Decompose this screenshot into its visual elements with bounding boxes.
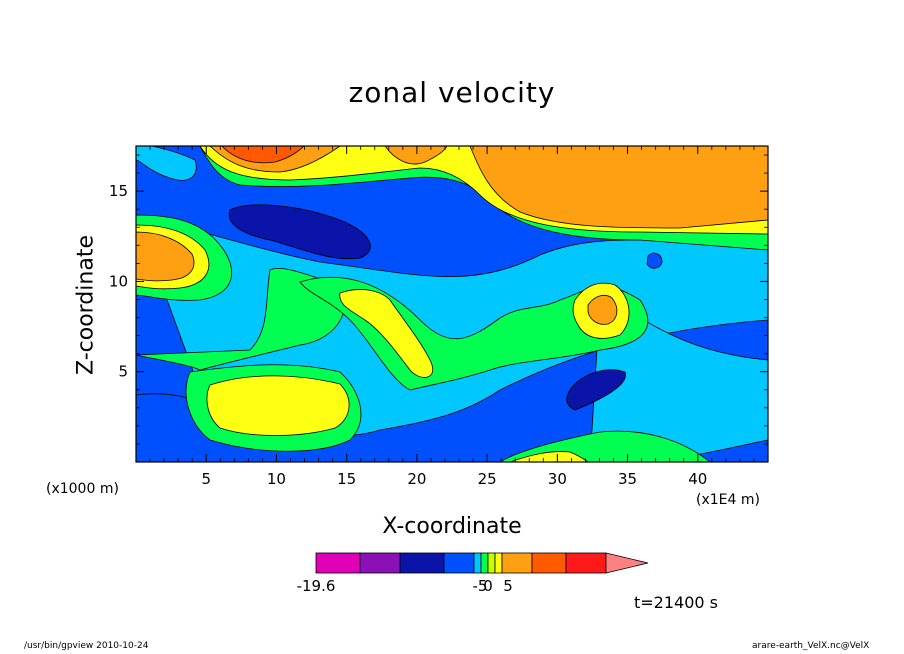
plot-frame [135, 145, 769, 463]
x-axis-label: X-coordinate [382, 514, 522, 539]
contour-region-4 [136, 267, 345, 371]
contour-region-20 [566, 369, 626, 411]
y-tick-label-10: 10 [109, 272, 128, 290]
colorbar-tick-label: 0 [483, 577, 493, 595]
colorbar-segment-8 [494, 552, 503, 574]
contour-region-6 [206, 375, 350, 436]
colorbar-segment-6 [480, 552, 489, 574]
colorbar-segment-1 [315, 552, 361, 574]
colorbar-segment-11 [565, 552, 607, 574]
colorbar-segment-10 [531, 552, 567, 574]
x-tick-label-5: 5 [201, 470, 211, 488]
contour-region-14 [384, 146, 448, 165]
contour-region-18 [136, 231, 195, 282]
x-tick-label-10: 10 [267, 470, 286, 488]
contour-region-25 [646, 252, 663, 269]
y-tick-label-5: 5 [118, 363, 128, 381]
x-unit-label-right: (x1E4 m) [696, 492, 760, 508]
colorbar-segment-3 [399, 552, 445, 574]
x-tick-label-40: 40 [688, 470, 707, 488]
contour-region-13 [221, 146, 305, 164]
x-tick-label-35: 35 [618, 470, 637, 488]
x-tick-label-30: 30 [548, 470, 567, 488]
footer-file: arare-earth_VelX.nc@VelX [752, 641, 870, 651]
contour-region-15 [136, 146, 197, 181]
time-label: t=21400 s [634, 593, 718, 612]
x-tick-label-15: 15 [337, 470, 356, 488]
chart-title: zonal velocity [348, 76, 556, 109]
colorbar-tick-label: -5 [473, 577, 488, 595]
colorbar-segment-7 [487, 552, 496, 574]
contour-region-11 [469, 146, 768, 229]
contour-field [136, 146, 768, 462]
colorbar-segment-9 [501, 552, 533, 574]
y-axis-label: Z-coordinate [73, 235, 99, 375]
footer-command: /usr/bin/gpview 2010-10-24 [24, 641, 149, 651]
x-tick-label-25: 25 [478, 470, 497, 488]
colorbar-extend-arrow [605, 552, 649, 574]
colorbar: -19.6 -50 5 [297, 552, 649, 595]
colorbar-tick-label: -19.6 [297, 577, 336, 595]
contour-region-8 [339, 289, 433, 378]
contour-region-22 [587, 294, 618, 325]
y-tick-label-15: 15 [109, 182, 128, 200]
colorbar-tick-label: 5 [503, 577, 513, 595]
x-unit-label: (x1000 m) [46, 481, 119, 497]
colorbar-segment-2 [359, 552, 401, 574]
x-tick-label-20: 20 [407, 470, 426, 488]
colorbar-segment-4 [443, 552, 475, 574]
contour-region-19 [228, 204, 371, 260]
colorbar-segment-5 [473, 552, 482, 574]
